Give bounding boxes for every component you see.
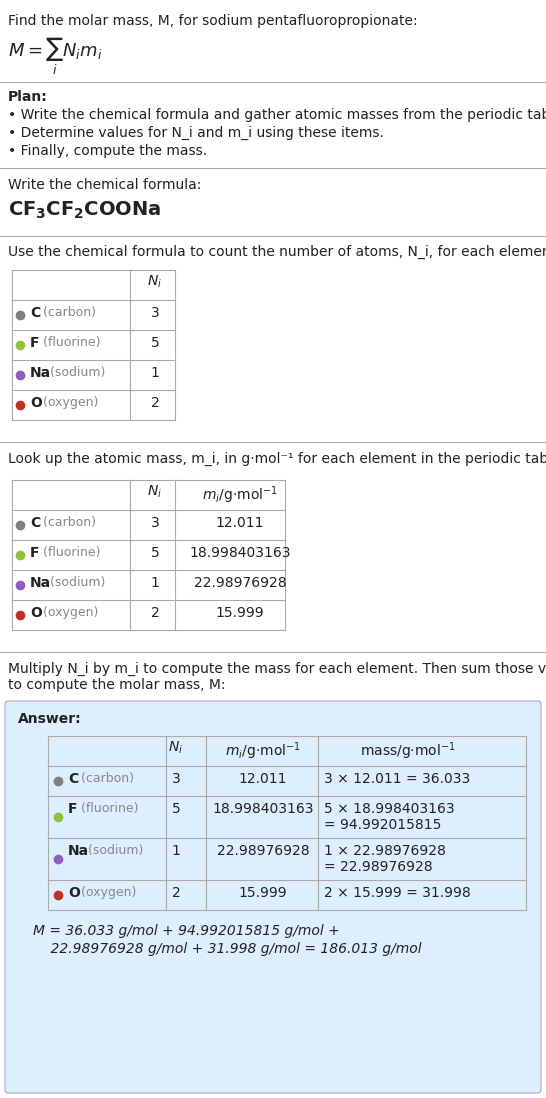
Text: 18.998403163: 18.998403163 [212, 802, 314, 816]
Text: 5 × 18.998403163: 5 × 18.998403163 [324, 802, 455, 816]
Text: (oxygen): (oxygen) [77, 886, 136, 899]
FancyBboxPatch shape [5, 701, 541, 1093]
Text: 5: 5 [151, 336, 159, 350]
Text: $N_i$: $N_i$ [147, 484, 163, 501]
Text: $\mathregular{CF_3CF_2COONa}$: $\mathregular{CF_3CF_2COONa}$ [8, 200, 161, 222]
Text: 3: 3 [151, 516, 159, 530]
Text: 15.999: 15.999 [216, 606, 264, 620]
Text: C: C [68, 772, 78, 786]
Text: $M = \sum_i N_i m_i$: $M = \sum_i N_i m_i$ [8, 36, 103, 77]
Text: F: F [30, 546, 39, 560]
Text: $m_i$/g·mol$^{-1}$: $m_i$/g·mol$^{-1}$ [225, 740, 301, 762]
Text: (oxygen): (oxygen) [39, 606, 98, 619]
Text: 2: 2 [151, 396, 159, 410]
Text: 1: 1 [171, 844, 180, 858]
Text: • Write the chemical formula and gather atomic masses from the periodic table.: • Write the chemical formula and gather … [8, 108, 546, 122]
Text: Multiply N_i by m_i to compute the mass for each element. Then sum those values: Multiply N_i by m_i to compute the mass … [8, 662, 546, 676]
Text: (sodium): (sodium) [46, 366, 105, 379]
Text: Answer:: Answer: [18, 712, 81, 726]
Text: (fluorine): (fluorine) [39, 546, 100, 559]
Text: 2: 2 [171, 886, 180, 900]
Text: 15.999: 15.999 [239, 886, 287, 900]
Text: Na: Na [30, 576, 51, 590]
Text: Use the chemical formula to count the number of atoms, N_i, for each element:: Use the chemical formula to count the nu… [8, 245, 546, 259]
Text: F: F [30, 336, 39, 350]
Text: 3: 3 [171, 772, 180, 786]
Text: $N_i$: $N_i$ [147, 274, 163, 290]
Text: 1: 1 [151, 576, 159, 590]
Text: 1: 1 [151, 366, 159, 380]
Text: (fluorine): (fluorine) [77, 802, 139, 815]
Text: C: C [30, 306, 40, 320]
Text: O: O [68, 886, 80, 900]
Text: Find the molar mass, M, for sodium pentafluoropropionate:: Find the molar mass, M, for sodium penta… [8, 14, 418, 29]
Text: O: O [30, 606, 42, 620]
Text: = 94.992015815: = 94.992015815 [324, 818, 441, 832]
Text: Plan:: Plan: [8, 90, 48, 104]
Text: 3 × 12.011 = 36.033: 3 × 12.011 = 36.033 [324, 772, 470, 786]
Text: 22.98976928: 22.98976928 [217, 844, 310, 858]
Text: (fluorine): (fluorine) [39, 336, 100, 349]
Text: • Determine values for N_i and m_i using these items.: • Determine values for N_i and m_i using… [8, 126, 384, 141]
Text: F: F [68, 802, 78, 816]
Text: (carbon): (carbon) [39, 306, 96, 320]
Text: (carbon): (carbon) [77, 772, 134, 785]
Text: 2 × 15.999 = 31.998: 2 × 15.999 = 31.998 [324, 886, 471, 900]
Text: (sodium): (sodium) [84, 844, 144, 858]
Text: Write the chemical formula:: Write the chemical formula: [8, 178, 201, 192]
Text: 3: 3 [151, 306, 159, 320]
Text: 22.98976928 g/mol + 31.998 g/mol = 186.013 g/mol: 22.98976928 g/mol + 31.998 g/mol = 186.0… [33, 942, 422, 956]
Text: Look up the atomic mass, m_i, in g·mol⁻¹ for each element in the periodic table:: Look up the atomic mass, m_i, in g·mol⁻¹… [8, 452, 546, 467]
Text: (carbon): (carbon) [39, 516, 96, 529]
Text: to compute the molar mass, M:: to compute the molar mass, M: [8, 677, 225, 692]
Text: 5: 5 [171, 802, 180, 816]
Text: mass/g·mol$^{-1}$: mass/g·mol$^{-1}$ [360, 740, 456, 762]
Text: $N_i$: $N_i$ [169, 740, 183, 757]
Text: 22.98976928: 22.98976928 [194, 576, 286, 590]
Text: = 22.98976928: = 22.98976928 [324, 860, 432, 874]
Text: (sodium): (sodium) [46, 576, 105, 589]
Text: C: C [30, 516, 40, 530]
Text: 12.011: 12.011 [216, 516, 264, 530]
Text: M = 36.033 g/mol + 94.992015815 g/mol +: M = 36.033 g/mol + 94.992015815 g/mol + [33, 925, 340, 938]
Text: 5: 5 [151, 546, 159, 560]
Text: 18.998403163: 18.998403163 [189, 546, 291, 560]
Text: Na: Na [68, 844, 89, 858]
Text: $m_i$/g·mol$^{-1}$: $m_i$/g·mol$^{-1}$ [202, 484, 278, 505]
Text: Na: Na [30, 366, 51, 380]
Text: 1 × 22.98976928: 1 × 22.98976928 [324, 844, 446, 858]
Text: (oxygen): (oxygen) [39, 396, 98, 408]
Text: 12.011: 12.011 [239, 772, 287, 786]
Text: • Finally, compute the mass.: • Finally, compute the mass. [8, 144, 207, 158]
Text: O: O [30, 396, 42, 410]
Text: 2: 2 [151, 606, 159, 620]
